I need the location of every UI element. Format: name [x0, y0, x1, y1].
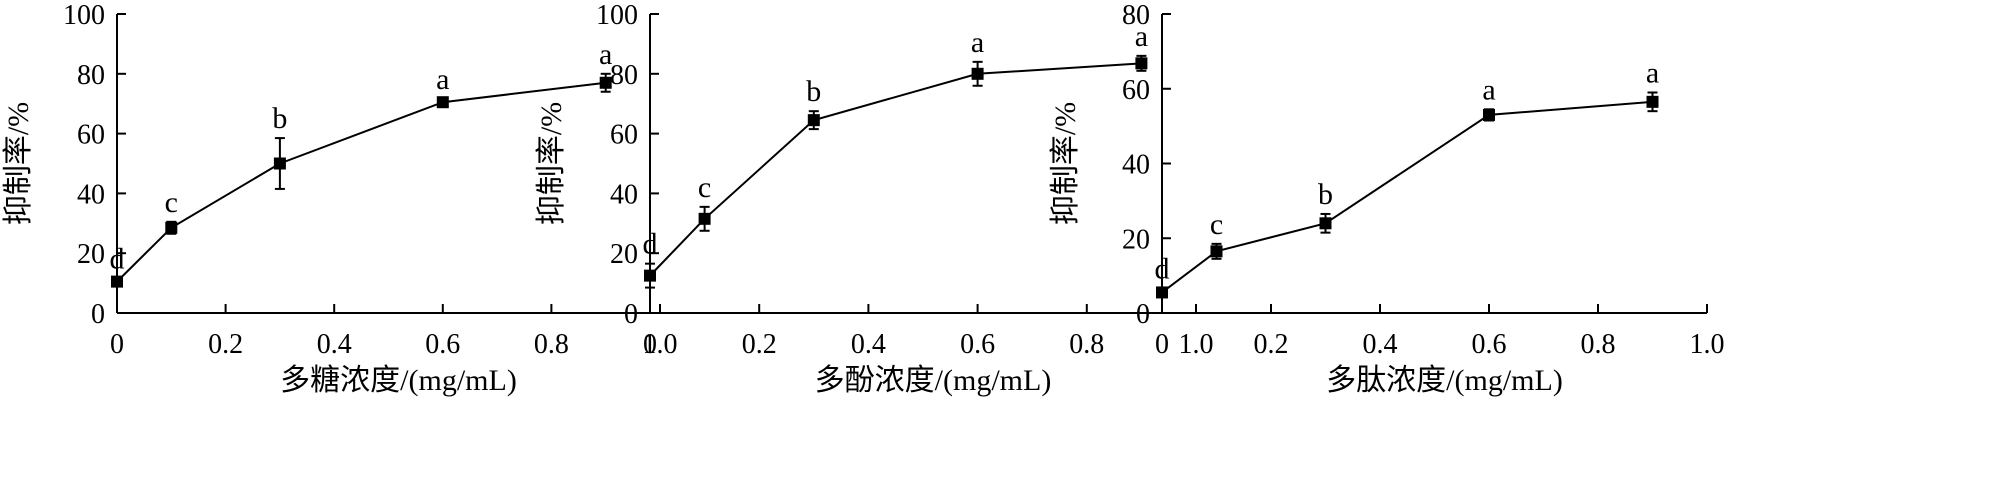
- series-line: [116, 81, 606, 283]
- x-tick-label: 0.4: [317, 329, 352, 360]
- data-point: [165, 221, 178, 234]
- y-tick-label: 40: [77, 179, 105, 210]
- significance-label: b: [272, 102, 287, 135]
- y-tick-label: 100: [596, 0, 638, 31]
- x-axis-label: 多酚浓度/(mg/mL): [815, 364, 1052, 397]
- chart-panel-polyphenol: 0 20 40 60 80 100 0 0.2 0.4 0.6 0.8 1.0 多酚浓度/(mg/mL)…: [535, 0, 1214, 397]
- y-tick-label: 20: [77, 239, 105, 270]
- x-tick-label: 0.4: [851, 329, 886, 360]
- significance-label: a: [1646, 56, 1659, 89]
- data-point: [644, 269, 656, 282]
- y-axis-label: 抑制率/%: [2, 102, 35, 225]
- x-tick-label: 0.8: [1069, 329, 1104, 360]
- x-tick-label: 1.0: [643, 329, 678, 360]
- x-tick-label: 0.2: [1254, 329, 1289, 360]
- data-point: [698, 212, 711, 225]
- y-tick-label: 80: [1122, 0, 1150, 31]
- data-point: [1483, 108, 1495, 121]
- x-tick-label: 0: [643, 329, 657, 360]
- significance-label: c: [165, 186, 178, 219]
- significance-label: c: [1210, 208, 1223, 241]
- significance-label: a: [599, 38, 612, 71]
- chart-panel-polysaccharide: 0 20 40 60 80 100 0 0.2 0.4 0.6 0.8 1.0 多糖浓度/(mg/mL)…: [2, 0, 678, 397]
- y-tick-label: 20: [610, 239, 638, 270]
- data-point: [1319, 217, 1332, 230]
- x-axis-label: 多肽浓度/(mg/mL): [1326, 364, 1563, 397]
- significance-label: a: [1135, 20, 1148, 53]
- significance-label: d: [1155, 253, 1170, 286]
- y-tick-label: 100: [63, 0, 105, 31]
- significance-label: d: [643, 228, 658, 261]
- significance-label: b: [1318, 178, 1333, 211]
- x-tick-label: 0.8: [1581, 329, 1616, 360]
- x-tick-label: 0.8: [534, 329, 569, 360]
- x-tick-label: 0: [1155, 329, 1169, 360]
- series-line: [1161, 100, 1653, 294]
- x-tick-label: 0.6: [1472, 329, 1507, 360]
- data-point: [436, 96, 449, 109]
- data-point: [111, 275, 123, 288]
- data-point: [1135, 57, 1148, 70]
- significance-label: b: [806, 75, 821, 108]
- data-point: [599, 76, 612, 89]
- y-tick-label: 40: [1122, 150, 1150, 181]
- data-point: [1646, 95, 1659, 108]
- significance-label: c: [698, 171, 711, 204]
- significance-label: a: [436, 63, 449, 96]
- y-tick-label: 80: [610, 60, 638, 91]
- data-point: [1210, 245, 1223, 258]
- y-tick-label: 60: [77, 120, 105, 151]
- y-tick-label: 40: [610, 179, 638, 210]
- x-tick-label: 0.6: [960, 329, 995, 360]
- y-tick-label: 0: [1136, 299, 1150, 330]
- y-tick-label: 60: [1122, 75, 1150, 106]
- x-tick-label: 0.6: [425, 329, 460, 360]
- y-axis-label: 抑制率/%: [1049, 102, 1082, 225]
- y-tick-label: 80: [77, 60, 105, 91]
- significance-label: d: [110, 243, 125, 276]
- x-tick-label: 1.0: [1179, 329, 1214, 360]
- significance-label: a: [971, 26, 984, 59]
- y-tick-label: 0: [624, 299, 638, 330]
- data-point: [273, 157, 286, 170]
- y-tick-label: 60: [610, 120, 638, 151]
- chart-panel-peptide: 0 20 40 60 80 0 0.2 0.4 0.6 0.8 1.0 多肽浓度/(mg/mL) 抑制率…: [1049, 0, 1725, 397]
- y-axis-label: 抑制率/%: [535, 102, 568, 225]
- x-axis-label: 多糖浓度/(mg/mL): [280, 364, 517, 397]
- y-tick-label: 0: [91, 299, 105, 330]
- data-point: [807, 114, 820, 127]
- x-tick-label: 0.2: [742, 329, 777, 360]
- x-tick-label: 1.0: [1690, 329, 1725, 360]
- x-tick-label: 0.4: [1363, 329, 1398, 360]
- x-tick-label: 0: [110, 329, 124, 360]
- y-tick-label: 20: [1122, 224, 1150, 255]
- data-point: [971, 67, 984, 80]
- x-tick-label: 0.2: [208, 329, 243, 360]
- data-point: [1156, 286, 1168, 299]
- significance-label: a: [1482, 73, 1495, 106]
